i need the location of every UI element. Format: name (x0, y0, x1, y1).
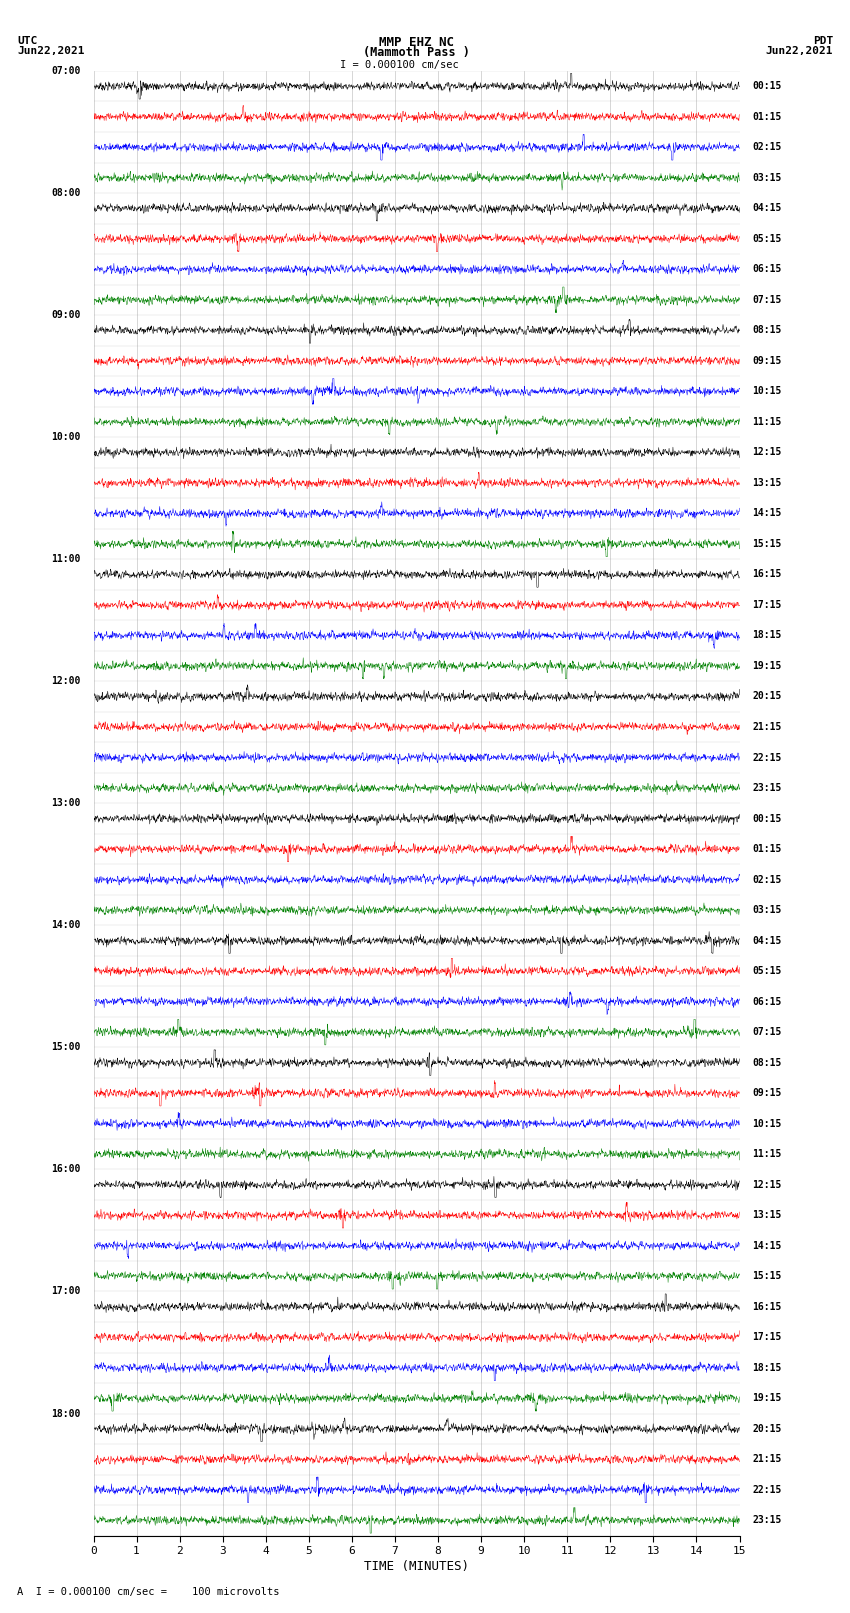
Text: Jun22,2021: Jun22,2021 (766, 45, 833, 56)
Text: I = 0.000100 cm/sec: I = 0.000100 cm/sec (340, 60, 459, 69)
Text: 19:15: 19:15 (752, 661, 782, 671)
Text: 09:15: 09:15 (752, 356, 782, 366)
Text: 02:15: 02:15 (752, 142, 782, 152)
Text: 05:15: 05:15 (752, 234, 782, 244)
Text: 21:15: 21:15 (752, 723, 782, 732)
Text: 06:15: 06:15 (752, 265, 782, 274)
Text: 13:15: 13:15 (752, 477, 782, 487)
Text: 08:15: 08:15 (752, 326, 782, 336)
Text: UTC: UTC (17, 37, 37, 47)
Text: 21:15: 21:15 (752, 1455, 782, 1465)
Text: 05:15: 05:15 (752, 966, 782, 976)
Text: 14:15: 14:15 (752, 1240, 782, 1250)
Text: 16:15: 16:15 (752, 569, 782, 579)
Text: 16:15: 16:15 (752, 1302, 782, 1311)
Text: 11:00: 11:00 (51, 555, 81, 565)
Text: 00:15: 00:15 (752, 813, 782, 824)
Text: 15:15: 15:15 (752, 539, 782, 548)
Text: 04:15: 04:15 (752, 203, 782, 213)
Text: 11:15: 11:15 (752, 416, 782, 427)
Text: 10:00: 10:00 (51, 432, 81, 442)
Text: 15:00: 15:00 (51, 1042, 81, 1052)
Text: 08:15: 08:15 (752, 1058, 782, 1068)
Text: 10:15: 10:15 (752, 1119, 782, 1129)
Text: 22:15: 22:15 (752, 753, 782, 763)
Text: 14:15: 14:15 (752, 508, 782, 518)
Text: PDT: PDT (813, 37, 833, 47)
Text: MMP EHZ NC: MMP EHZ NC (379, 37, 454, 50)
Text: 20:15: 20:15 (752, 692, 782, 702)
Text: 04:15: 04:15 (752, 936, 782, 945)
Text: 18:15: 18:15 (752, 1363, 782, 1373)
Text: A  I = 0.000100 cm/sec =    100 microvolts: A I = 0.000100 cm/sec = 100 microvolts (17, 1587, 280, 1597)
Text: 12:00: 12:00 (51, 676, 81, 686)
Text: 17:15: 17:15 (752, 1332, 782, 1342)
Text: 07:00: 07:00 (51, 66, 81, 76)
Text: 17:15: 17:15 (752, 600, 782, 610)
Text: 12:15: 12:15 (752, 447, 782, 458)
Text: 11:15: 11:15 (752, 1148, 782, 1160)
Text: (Mammoth Pass ): (Mammoth Pass ) (363, 45, 470, 60)
Text: 22:15: 22:15 (752, 1486, 782, 1495)
Text: 10:15: 10:15 (752, 387, 782, 397)
Text: 13:15: 13:15 (752, 1210, 782, 1219)
Text: 09:00: 09:00 (51, 310, 81, 319)
Text: 01:15: 01:15 (752, 844, 782, 853)
X-axis label: TIME (MINUTES): TIME (MINUTES) (364, 1560, 469, 1573)
Text: 16:00: 16:00 (51, 1165, 81, 1174)
Text: 19:15: 19:15 (752, 1394, 782, 1403)
Text: 02:15: 02:15 (752, 874, 782, 884)
Text: 07:15: 07:15 (752, 295, 782, 305)
Text: 06:15: 06:15 (752, 997, 782, 1007)
Text: Jun22,2021: Jun22,2021 (17, 45, 84, 56)
Text: 23:15: 23:15 (752, 1515, 782, 1526)
Text: 18:00: 18:00 (51, 1408, 81, 1418)
Text: 08:00: 08:00 (51, 189, 81, 198)
Text: 20:15: 20:15 (752, 1424, 782, 1434)
Text: 14:00: 14:00 (51, 921, 81, 931)
Text: 13:00: 13:00 (51, 798, 81, 808)
Text: 23:15: 23:15 (752, 782, 782, 794)
Text: 03:15: 03:15 (752, 905, 782, 915)
Text: 18:15: 18:15 (752, 631, 782, 640)
Text: 09:15: 09:15 (752, 1089, 782, 1098)
Text: 00:15: 00:15 (752, 81, 782, 92)
Text: 07:15: 07:15 (752, 1027, 782, 1037)
Text: 03:15: 03:15 (752, 173, 782, 182)
Text: 01:15: 01:15 (752, 111, 782, 121)
Text: 15:15: 15:15 (752, 1271, 782, 1281)
Text: 12:15: 12:15 (752, 1179, 782, 1190)
Text: 17:00: 17:00 (51, 1287, 81, 1297)
